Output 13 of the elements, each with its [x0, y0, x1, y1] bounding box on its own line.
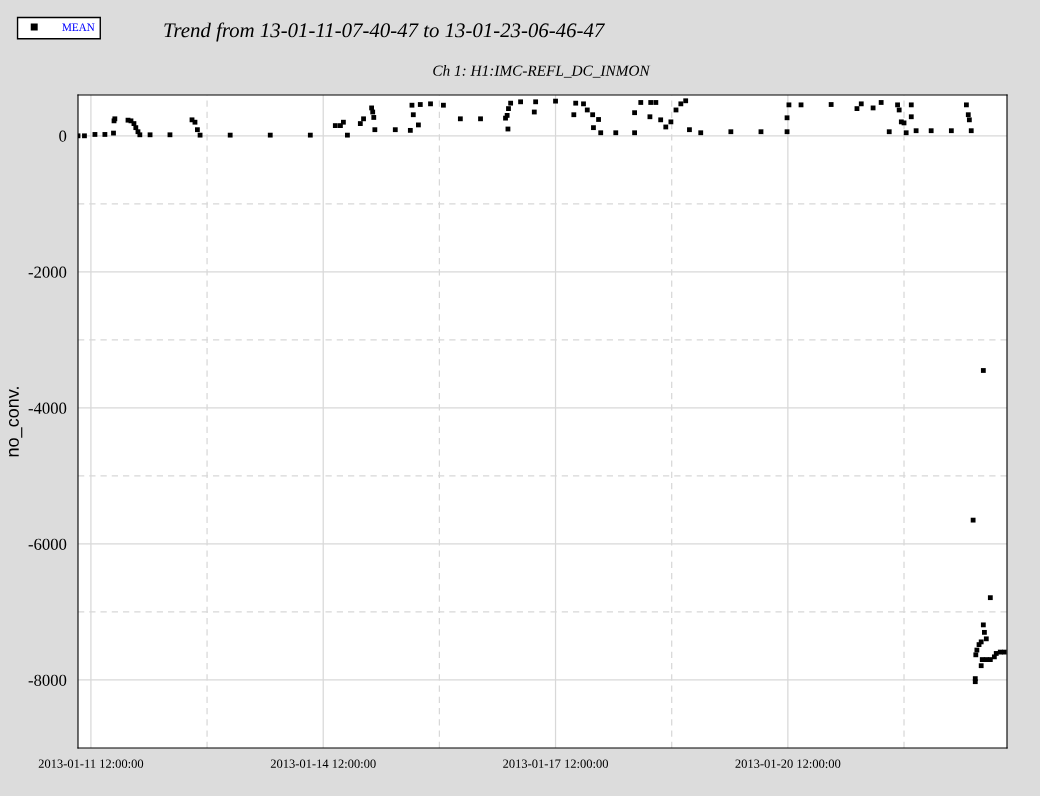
legend-label: MEAN	[62, 23, 95, 31]
y-tick-label: -4000	[28, 402, 67, 414]
x-tick-label: 2013-01-20 12:00:00	[735, 759, 841, 768]
y-axis-title: no_conv.	[8, 387, 23, 457]
x-tick-label: 2013-01-17 12:00:00	[503, 759, 609, 768]
y-tick-label: -8000	[28, 674, 67, 686]
chart-subtitle: Ch 1: H1:IMC-REFL_DC_INMON	[433, 65, 651, 78]
y-tick-label: -2000	[28, 266, 67, 278]
y-tick-label: -6000	[28, 538, 67, 550]
chart-title: Trend from 13-01-11-07-40-47 to 13-01-23-06-46-47	[164, 22, 606, 42]
x-tick-label: 2013-01-14 12:00:00	[270, 759, 376, 768]
y-tick-label: 0	[59, 130, 67, 142]
x-tick-label: 2013-01-11 12:00:00	[38, 759, 144, 768]
